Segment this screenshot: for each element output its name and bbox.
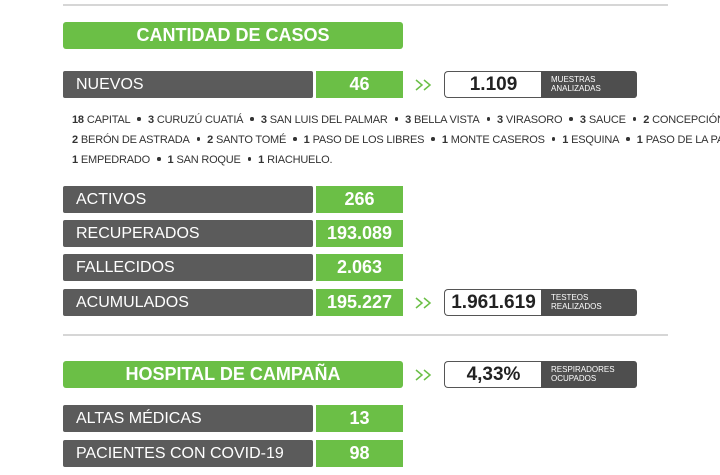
row-label: RECUPERADOS bbox=[63, 220, 313, 247]
separator bbox=[137, 117, 141, 121]
place-name: RIACHUELO. bbox=[267, 154, 333, 166]
place-name: BERÓN DE ASTRADA bbox=[80, 134, 190, 146]
place-name: SAUCE bbox=[588, 114, 626, 126]
place-name: MONTE CASEROS bbox=[450, 134, 545, 146]
row-value: 193.089 bbox=[316, 220, 403, 247]
place-count: 3 bbox=[260, 114, 267, 126]
arrow-icon bbox=[414, 296, 434, 310]
side-label: RESPIRADORES OCUPADOS bbox=[541, 361, 637, 388]
place-count: 18 bbox=[72, 114, 84, 126]
separator bbox=[626, 137, 630, 141]
place-count: 1 bbox=[72, 154, 78, 166]
row-value: 266 bbox=[316, 186, 403, 213]
distribution-line: 18 CAPITAL 3 CURUZÚ CUATIÁ 3 SAN LUIS DEL PAL… bbox=[72, 114, 720, 126]
row-label: FALLECIDOS bbox=[63, 254, 313, 281]
row-value: 2.063 bbox=[316, 254, 403, 281]
place-name: ESQUINA bbox=[571, 134, 620, 146]
place-count: 3 bbox=[579, 114, 586, 126]
place-count: 2 bbox=[72, 134, 78, 146]
separator bbox=[551, 137, 556, 141]
row-label: NUEVOS bbox=[63, 71, 313, 98]
row-label: ACUMULADOS bbox=[63, 289, 313, 316]
divider bbox=[63, 4, 668, 6]
place-name: SAN LUIS DEL PALMAR bbox=[269, 114, 388, 126]
side-label: TESTEOS REALIZADOS bbox=[541, 289, 637, 316]
place-name: PASO DE LA PATRIA bbox=[645, 134, 720, 146]
side-value: 4,33% bbox=[444, 361, 542, 388]
separator bbox=[250, 117, 254, 121]
divider bbox=[63, 334, 668, 336]
place-name: CONCEPCIÓN bbox=[652, 114, 720, 126]
place-name: SAN ROQUE bbox=[176, 154, 241, 166]
separator bbox=[632, 117, 637, 121]
separator bbox=[569, 117, 573, 121]
place-count: 1 bbox=[636, 134, 643, 146]
row-value: 13 bbox=[316, 405, 403, 432]
place-count: 1 bbox=[167, 154, 174, 166]
section-title: CANTIDAD DE CASOS bbox=[63, 22, 403, 49]
row-label: ACTIVOS bbox=[63, 186, 313, 213]
place-count: 3 bbox=[147, 114, 154, 126]
place-count: 2 bbox=[643, 114, 650, 126]
place-count: 1 bbox=[562, 134, 569, 146]
place-count: 3 bbox=[405, 114, 412, 126]
distribution-line: 2 BERÓN DE ASTRADA 2 SANTO TOMÉ 1 PASO DE LOS… bbox=[72, 134, 720, 146]
row-label: PACIENTES CON COVID-19 bbox=[63, 440, 313, 467]
place-name: CURUZÚ CUATIÁ bbox=[156, 114, 244, 126]
row-label: ALTAS MÉDICAS bbox=[63, 405, 313, 432]
separator bbox=[486, 117, 490, 121]
distribution-line: 1 EMPEDRADO 1 SAN ROQUE 1 RIACHUELO. bbox=[72, 154, 333, 166]
arrow-icon bbox=[415, 369, 432, 381]
separator bbox=[293, 137, 297, 141]
place-count: 1 bbox=[441, 134, 448, 146]
row-value: 195.227 bbox=[316, 289, 403, 316]
place-count: 2 bbox=[207, 134, 214, 146]
place-count: 1 bbox=[258, 154, 265, 166]
separator bbox=[394, 117, 399, 121]
separator bbox=[431, 137, 435, 141]
place-name: VIRASORO bbox=[505, 114, 563, 126]
place-count: 3 bbox=[497, 114, 503, 126]
side-label: MUESTRAS ANALIZADAS bbox=[541, 71, 637, 98]
section-title: HOSPITAL DE CAMPAÑA bbox=[63, 361, 403, 388]
row-value: 46 bbox=[316, 71, 403, 98]
separator bbox=[247, 157, 252, 161]
place-name: PASO DE LOS LIBRES bbox=[312, 134, 425, 146]
place-name: SANTO TOMÉ bbox=[216, 134, 287, 146]
arrow-icon bbox=[415, 79, 432, 91]
separator bbox=[157, 157, 161, 161]
place-name: EMPEDRADO bbox=[80, 154, 151, 166]
separator bbox=[196, 137, 201, 141]
place-count: 1 bbox=[303, 134, 310, 146]
side-value: 1.109 bbox=[444, 71, 542, 98]
place-name: CAPITAL bbox=[86, 114, 131, 126]
place-name: BELLA VISTA bbox=[414, 114, 480, 126]
row-value: 98 bbox=[316, 440, 403, 467]
side-value: 1.961.619 bbox=[444, 289, 542, 316]
